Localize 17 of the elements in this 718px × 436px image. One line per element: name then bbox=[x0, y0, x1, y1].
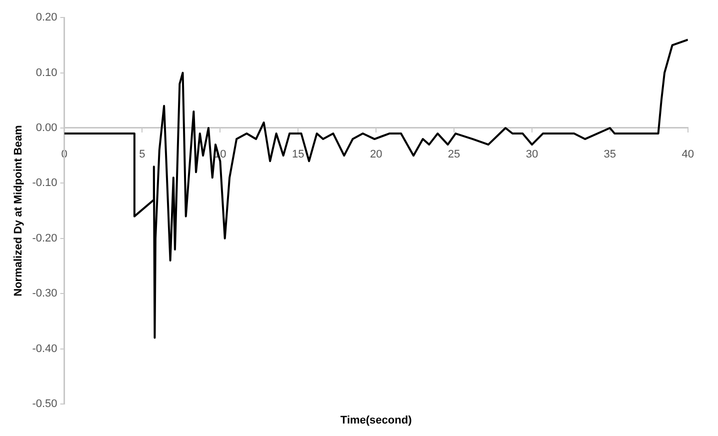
x-tick-label: 20 bbox=[370, 148, 382, 161]
x-axis-title: Time(second) bbox=[340, 414, 412, 427]
x-tick-label: 5 bbox=[139, 148, 146, 161]
y-tick-label: -0.40 bbox=[32, 342, 58, 355]
y-axis-title: Normalized Dy at Midpoint Beam bbox=[12, 125, 25, 296]
y-tick-label: 0.20 bbox=[36, 12, 58, 24]
y-tick-label: 0.00 bbox=[36, 122, 58, 134]
y-tick-label: 0.10 bbox=[36, 66, 58, 79]
x-tick-label: 25 bbox=[448, 148, 460, 161]
x-tick-label: 30 bbox=[526, 148, 538, 161]
x-tick-label: 40 bbox=[682, 148, 694, 161]
x-tick-label: 15 bbox=[292, 148, 304, 161]
x-tick-label: 35 bbox=[604, 148, 616, 161]
y-tick-label: -0.50 bbox=[32, 398, 58, 410]
y-tick-label: -0.20 bbox=[32, 232, 58, 244]
y-tick-label: -0.10 bbox=[32, 177, 58, 190]
y-tick-label: -0.30 bbox=[32, 288, 58, 300]
